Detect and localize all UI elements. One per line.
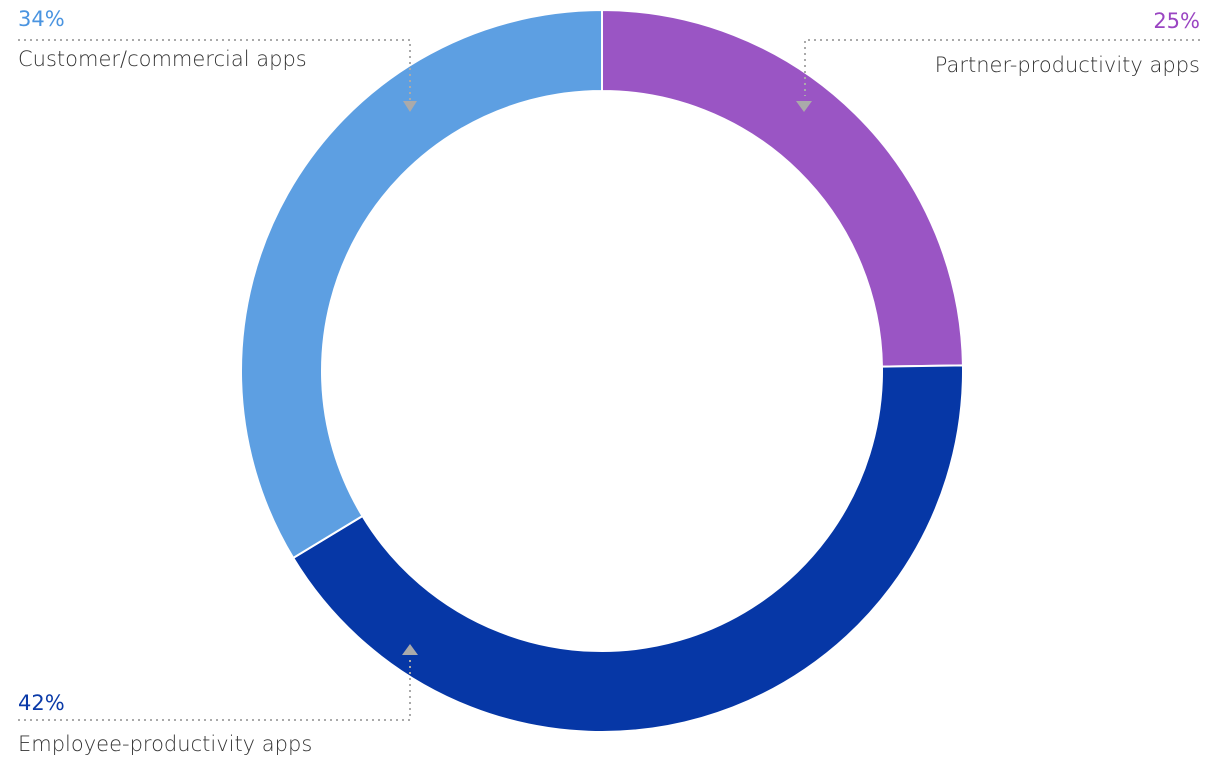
- leader-arrow: [796, 101, 812, 112]
- leader-line: [18, 660, 411, 721]
- category-label: Partner-productivity apps: [935, 53, 1200, 77]
- value-label: 25%: [1153, 9, 1200, 33]
- leader-arrow: [403, 101, 417, 112]
- category-label: Employee-productivity apps: [18, 732, 312, 756]
- category-label: Customer/commercial apps: [18, 47, 307, 71]
- leader-arrow: [402, 644, 418, 655]
- value-label: 42%: [18, 691, 65, 715]
- donut-slice: [291, 364, 964, 733]
- donut-slice: [601, 8, 964, 368]
- slices: [240, 8, 964, 733]
- leader-line: [18, 39, 411, 100]
- value-label: 34%: [18, 7, 65, 31]
- donut-slice: [240, 8, 603, 560]
- leader-line: [804, 39, 1200, 96]
